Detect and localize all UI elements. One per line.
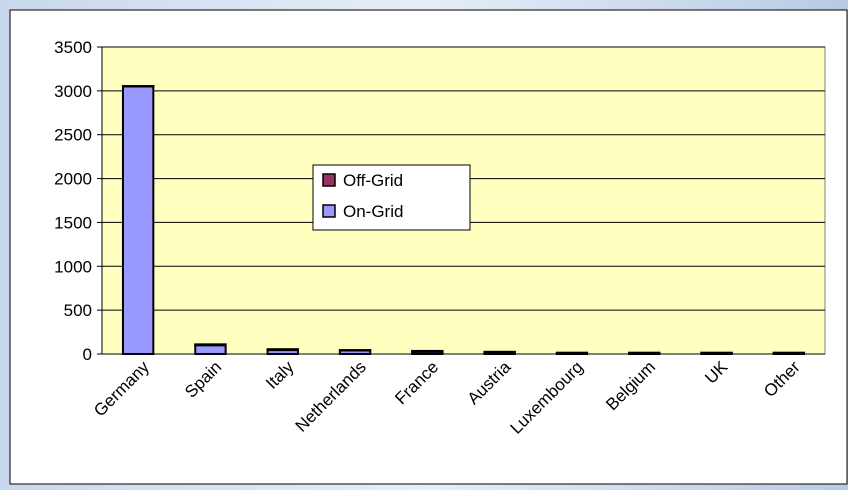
bar (195, 344, 225, 345)
legend: Off-Grid On-Grid (313, 165, 470, 230)
legend-swatch (323, 174, 335, 186)
legend-swatch (323, 205, 335, 217)
bar (268, 349, 298, 350)
bar (412, 351, 442, 352)
y-tick-label: 2500 (54, 126, 92, 145)
bar (123, 86, 153, 354)
bar (557, 353, 587, 354)
y-tick-label: 3500 (54, 38, 92, 57)
legend-label: Off-Grid (343, 171, 403, 190)
y-tick-label: 1000 (54, 257, 92, 276)
bar (629, 353, 659, 354)
y-tick-label: 1500 (54, 213, 92, 232)
y-tick-label: 500 (64, 301, 92, 320)
bar (195, 345, 225, 354)
legend-label: On-Grid (343, 202, 403, 221)
y-tick-label: 2000 (54, 170, 92, 189)
y-tick-label: 3000 (54, 82, 92, 101)
y-tick-label: 0 (83, 345, 92, 364)
